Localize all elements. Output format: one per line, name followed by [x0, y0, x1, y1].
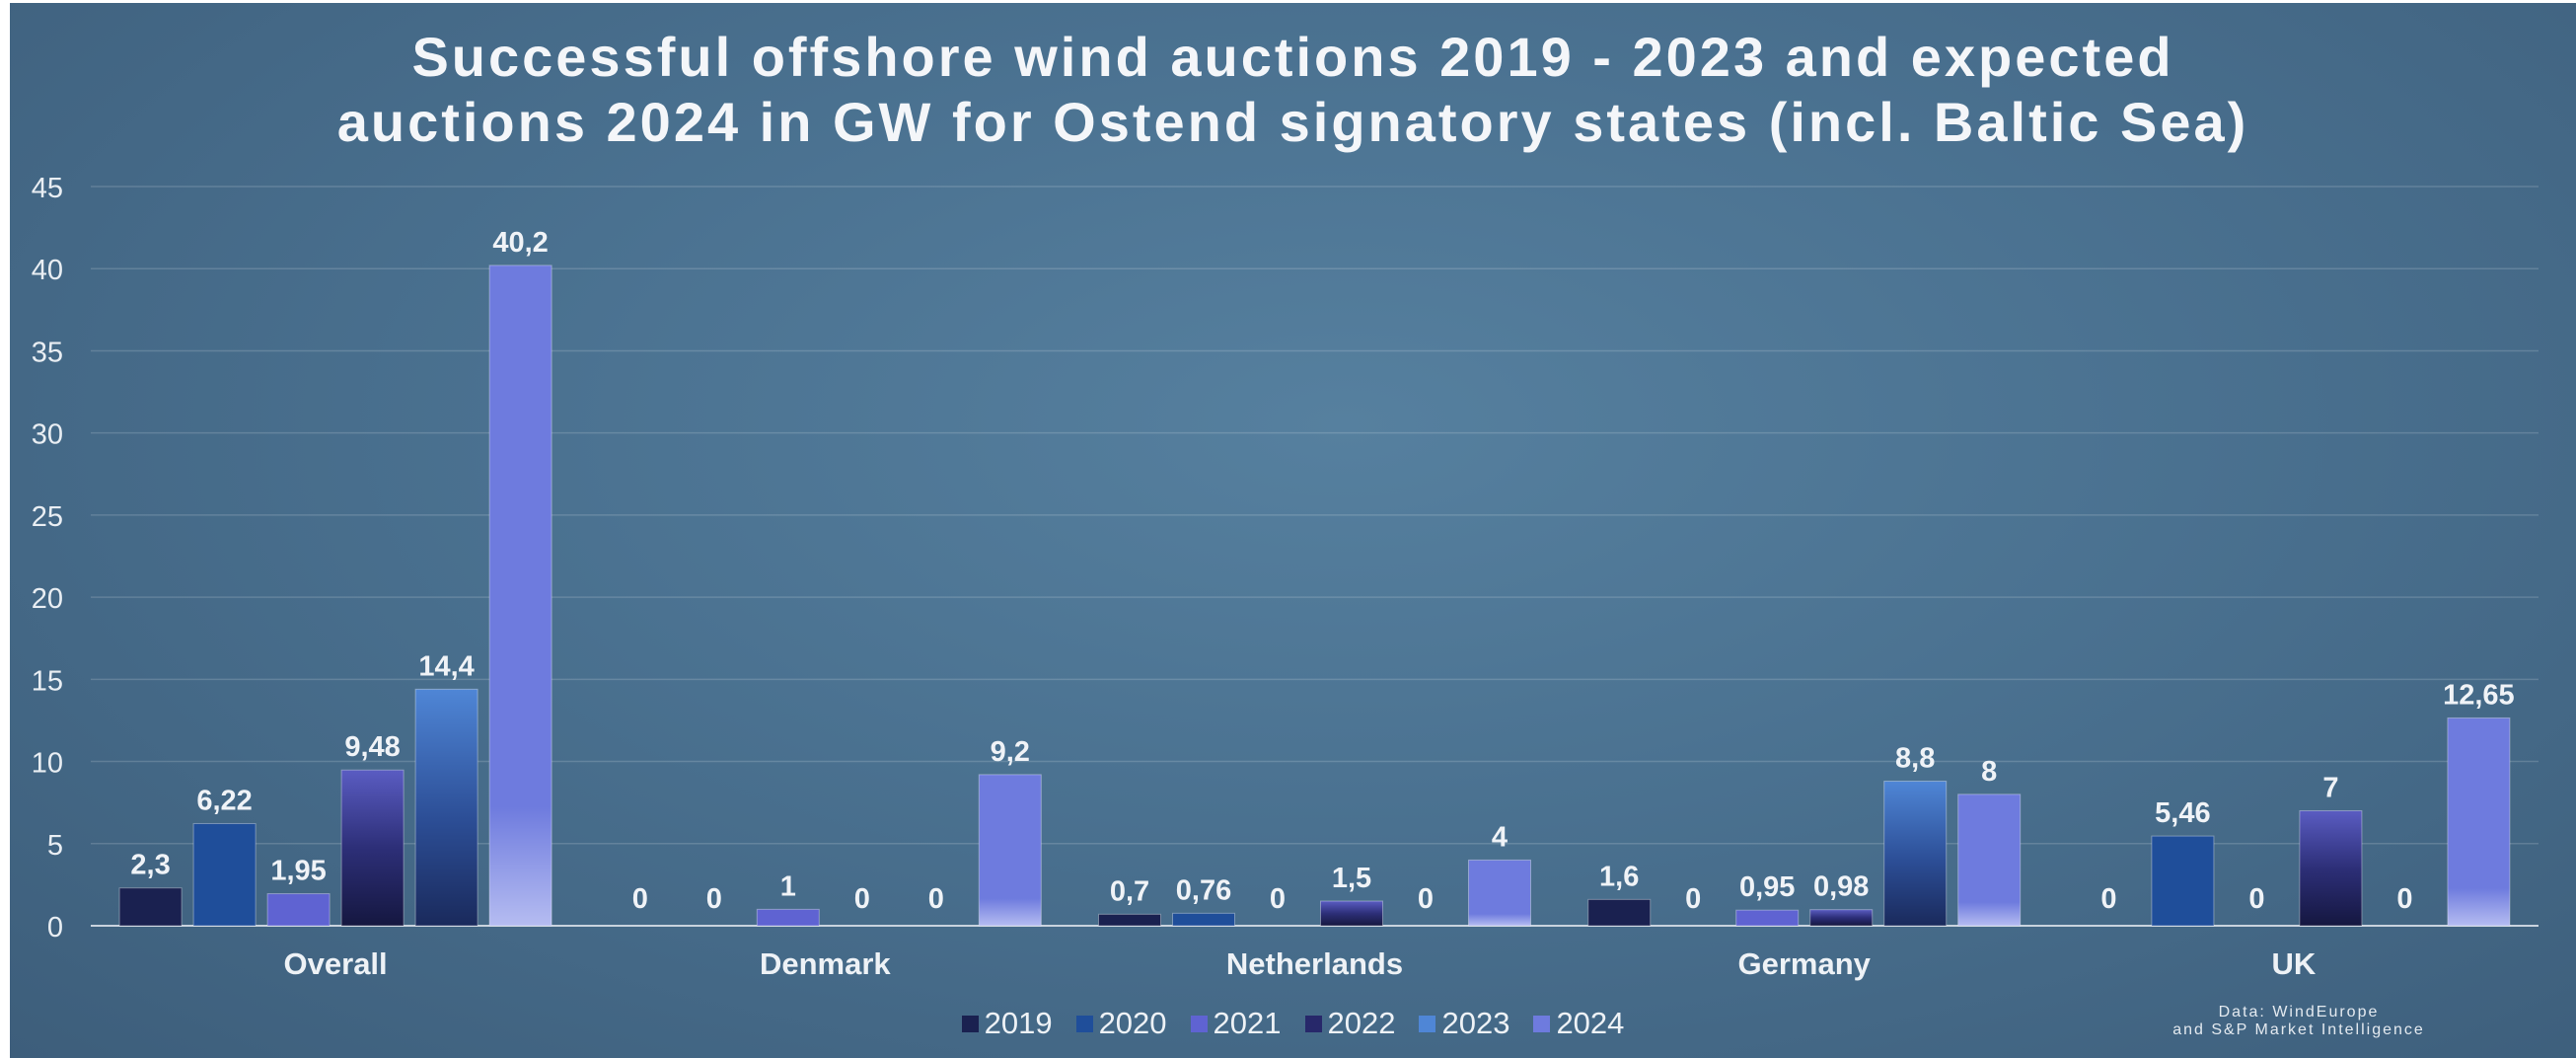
legend-label: 2021: [1213, 1006, 1282, 1040]
data-label: 0: [2248, 883, 2264, 915]
bar-germany-2021: [1735, 909, 1800, 927]
data-label: 1,6: [1599, 861, 1639, 892]
bar-uk-2020: [2151, 835, 2215, 927]
chart-title-line-2: auctions 2024 in GW for Ostend signatory…: [336, 91, 2249, 153]
data-label: 14,4: [418, 650, 474, 682]
bar-denmark-2021: [756, 908, 820, 927]
chart-title: Successful offshore wind auctions 2019 -…: [10, 25, 2576, 155]
data-label: 6,22: [196, 785, 252, 816]
data-label: 12,65: [2443, 679, 2515, 711]
legend-swatch: [1533, 1015, 1551, 1032]
legend-swatch: [1304, 1015, 1322, 1032]
legend-label: 2020: [1098, 1006, 1167, 1040]
y-tick-label: 0: [47, 912, 63, 944]
y-tick-label: 10: [32, 748, 63, 780]
data-label: 0,76: [1176, 874, 1231, 906]
legend-item-2021: 2021: [1190, 1006, 1282, 1041]
data-label: 1: [780, 870, 796, 902]
legend-item-2022: 2022: [1304, 1006, 1396, 1041]
data-label: 9,48: [344, 731, 400, 763]
y-tick-label: 5: [47, 830, 63, 862]
legend-item-2019: 2019: [961, 1006, 1053, 1041]
y-tick-label: 35: [32, 337, 63, 368]
data-label: 0: [2396, 883, 2412, 915]
bar-overall-2020: [192, 822, 257, 927]
legend-item-2024: 2024: [1533, 1006, 1624, 1041]
bar-denmark-2024: [978, 774, 1042, 927]
data-label: 1,95: [270, 856, 326, 887]
x-tick-label: UK: [2272, 946, 2317, 981]
legend-label: 2023: [1441, 1006, 1510, 1040]
bar-netherlands-2019: [1098, 913, 1161, 927]
legend-label: 2019: [984, 1006, 1053, 1040]
data-label: 0,98: [1813, 871, 1869, 903]
x-tick-label: Denmark: [760, 946, 891, 981]
bar-uk-2024: [2447, 717, 2511, 927]
data-label: 1,5: [1332, 863, 1371, 894]
y-tick-label: 40: [32, 255, 63, 286]
data-label: 0: [928, 883, 944, 915]
x-tick-label: Germany: [1737, 946, 1871, 981]
data-label: 9,2: [991, 736, 1030, 768]
data-label: 0: [1270, 883, 1286, 915]
legend-label: 2022: [1327, 1006, 1396, 1040]
bar-germany-2022: [1809, 909, 1874, 927]
legend-label: 2024: [1556, 1006, 1625, 1040]
bar-netherlands-2020: [1172, 912, 1235, 927]
data-label: 4: [1492, 821, 1508, 853]
legend-swatch: [1190, 1015, 1208, 1032]
y-tick-label: 45: [32, 173, 63, 204]
data-label: 5,46: [2155, 797, 2210, 829]
data-label: 0: [1685, 883, 1701, 915]
y-tick-label: 20: [32, 583, 63, 615]
data-label: 2,3: [130, 850, 170, 881]
legend-swatch: [1419, 1015, 1436, 1032]
chart-legend: 2019 2020 2021 2022 2023 2024: [10, 1006, 2576, 1041]
bar-uk-2022: [2299, 809, 2363, 927]
bar-overall-2019: [118, 887, 183, 927]
data-label: 0: [854, 883, 870, 915]
legend-item-2023: 2023: [1419, 1006, 1509, 1041]
bar-overall-2022: [340, 769, 405, 927]
data-label: 7: [2322, 772, 2338, 803]
source-note-line-1: Data: WindEurope: [2218, 1004, 2380, 1020]
legend-swatch: [1075, 1015, 1093, 1032]
bar-overall-2024: [488, 264, 552, 927]
source-note: Data: WindEurope and S&P Market Intellig…: [2151, 1004, 2447, 1039]
bar-netherlands-2024: [1468, 859, 1531, 927]
data-label: 0: [2100, 883, 2116, 915]
data-label: 0: [1418, 883, 1434, 915]
bar-germany-2024: [1957, 794, 2022, 927]
x-tick-label: Overall: [284, 946, 388, 981]
y-tick-label: 15: [32, 665, 63, 697]
data-label: 0: [706, 883, 722, 915]
bar-germany-2023: [1883, 781, 1948, 927]
chart-frame: Successful offshore wind auctions 2019 -…: [10, 3, 2576, 1058]
data-label: 40,2: [492, 227, 548, 259]
data-label: 8: [1981, 756, 1997, 788]
bar-chart-plot: 0510152025303540452,36,221,959,4814,440,…: [32, 173, 2539, 981]
y-tick-label: 25: [32, 501, 63, 533]
legend-item-2020: 2020: [1075, 1006, 1167, 1041]
bar-netherlands-2022: [1320, 900, 1383, 927]
data-label: 8,8: [1895, 743, 1935, 775]
legend-swatch: [961, 1015, 979, 1032]
bar-germany-2019: [1587, 898, 1652, 927]
y-tick-label: 30: [32, 419, 63, 451]
x-tick-label: Netherlands: [1226, 946, 1403, 981]
source-note-line-2: and S&P Market Intelligence: [2172, 1021, 2425, 1038]
bar-overall-2023: [414, 688, 478, 927]
data-label: 0: [632, 883, 648, 915]
data-label: 0,7: [1110, 875, 1149, 907]
chart-title-line-1: Successful offshore wind auctions 2019 -…: [411, 26, 2174, 88]
data-label: 0,95: [1739, 871, 1795, 903]
bar-overall-2021: [266, 893, 331, 927]
